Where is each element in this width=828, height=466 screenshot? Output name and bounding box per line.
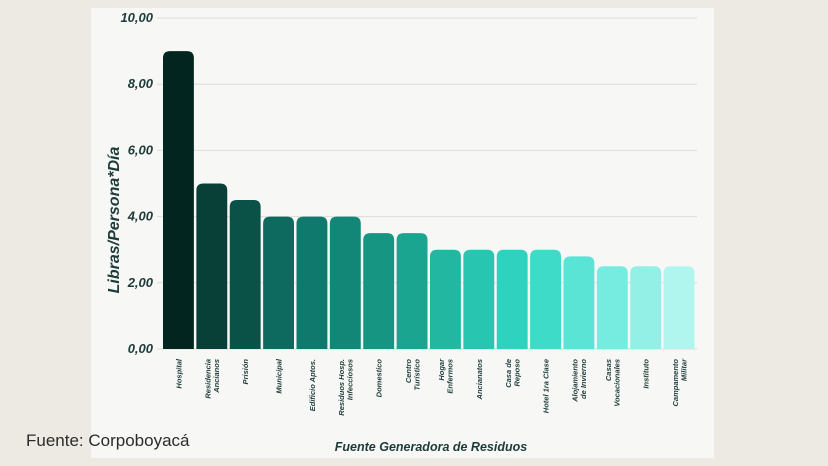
- x-category-label: Alojamientode Invierno: [571, 359, 589, 403]
- y-tick-label: 8,00: [128, 76, 154, 91]
- bar: [596, 266, 628, 349]
- y-tick-label: 6,00: [128, 142, 154, 157]
- x-category-labels: Hospital ResidenciaAncianos Prisión Municip…: [174, 358, 688, 416]
- x-axis-title: Fuente Generadora de Residuos: [335, 440, 527, 454]
- y-tick-labels: 0,00 2,00 4,00 6,00 8,00 10,00: [120, 10, 153, 356]
- x-category-label: Hospital: [174, 358, 183, 389]
- y-tick-label: 2,00: [127, 275, 154, 290]
- x-category-label: HogarEnfermos: [437, 358, 455, 394]
- bar: [263, 216, 294, 349]
- bar: [363, 233, 395, 349]
- bar-chart: 0,00 2,00 4,00 6,00 8,00 10,00 Hospital Reside…: [106, 10, 697, 454]
- bar: [530, 249, 561, 349]
- bar: [196, 183, 228, 349]
- x-category-label: Edificio Aptos.: [308, 359, 317, 411]
- bars: [163, 51, 695, 349]
- x-category-label: Domestico: [375, 359, 384, 398]
- x-category-label: Instituto: [642, 359, 651, 389]
- x-category-label: Prisión: [241, 359, 250, 385]
- x-category-label: CampamentoMilitar: [671, 358, 689, 407]
- y-tick-label: 4,00: [127, 209, 154, 224]
- bar: [630, 266, 662, 349]
- bar: [396, 233, 428, 349]
- bar: [163, 51, 194, 349]
- bar: [663, 266, 695, 349]
- chart-card: 0,00 2,00 4,00 6,00 8,00 10,00 Hospital Reside…: [91, 8, 714, 458]
- bar: [563, 256, 595, 349]
- x-category-label: Hotel 1ra Clase: [542, 359, 551, 413]
- x-category-label: Residuos Hosp.Infecciosos: [337, 359, 355, 416]
- y-axis-title: Libras/Persona*Día: [106, 147, 123, 294]
- bar: [229, 200, 261, 349]
- bar: [463, 249, 495, 349]
- x-category-label: CasasVocacionales: [604, 359, 622, 407]
- x-category-label: CentroTurístico: [404, 359, 422, 391]
- bar: [496, 249, 528, 349]
- x-category-label: Casa deReposo: [504, 359, 522, 388]
- x-category-label: Municipal: [275, 358, 284, 394]
- x-category-label: Ancianatos: [475, 359, 484, 400]
- bar: [296, 216, 328, 349]
- x-category-label: ResidenciaAncianos: [204, 359, 222, 399]
- y-tick-label: 10,00: [120, 10, 153, 25]
- bar: [430, 249, 461, 349]
- source-note: Fuente: Corpoboyacá: [26, 431, 190, 450]
- y-tick-label: 0,00: [128, 341, 154, 356]
- bar: [329, 216, 361, 349]
